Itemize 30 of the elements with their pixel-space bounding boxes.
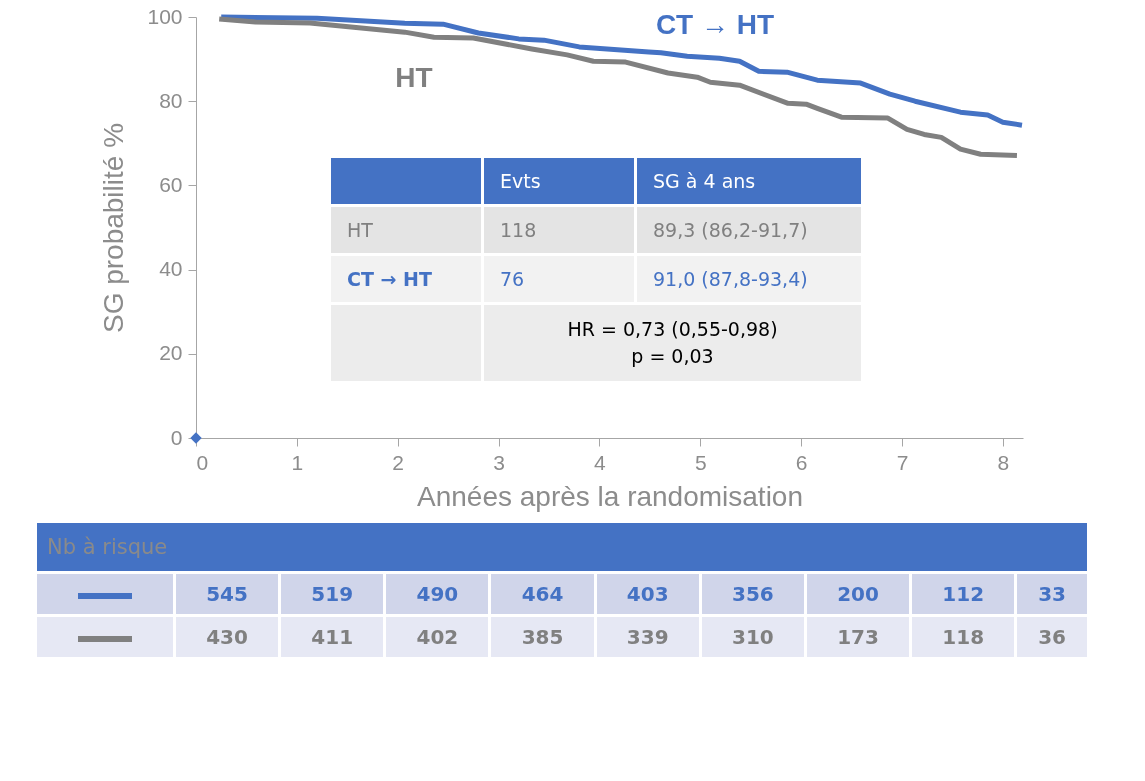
annotation: 76	[484, 256, 634, 302]
series-label: HT	[395, 62, 433, 94]
y-tick-label: 0	[170, 425, 183, 449]
x-tick-label: 6	[795, 450, 808, 474]
x-tick-label: 2	[392, 450, 405, 474]
x-tick-label: 5	[694, 450, 707, 474]
annotation: 118	[484, 207, 634, 253]
x-tick-label: 8	[997, 450, 1010, 474]
risk-table: Nb à risque 545 519 490 464 403 356 200 112 33 430 411 402 385 339 310 173 118 36	[34, 520, 1090, 660]
annotation: p = 0,03	[630, 344, 715, 369]
annotation: 89,3 (86,2-91,7)	[637, 207, 861, 253]
y-tick-label: 60	[159, 172, 183, 196]
y-axis-title: SG probabilité %	[98, 122, 130, 334]
annotation: CT → HT	[331, 256, 481, 302]
x-tick-label: 3	[493, 450, 505, 474]
x-tick-label: 1	[291, 450, 304, 474]
x-axis-title: Années après la randomisation	[416, 480, 804, 512]
annotation: 91,0 (87,8-93,4)	[637, 256, 861, 302]
x-tick-label: 4	[594, 450, 607, 474]
annotation: SG à 4 ans	[637, 158, 861, 204]
series-label: CT → HT	[655, 9, 775, 41]
annotation: Evts	[484, 158, 634, 204]
y-tick-label: 20	[159, 341, 183, 365]
annotation: HT	[331, 207, 481, 253]
y-tick-label: 100	[147, 4, 183, 28]
y-tick-label: 40	[159, 257, 183, 281]
y-tick-label: 80	[159, 88, 183, 112]
x-tick-label: 7	[896, 450, 909, 474]
annotation: HR = 0,73 (0,55-0,98)	[566, 317, 779, 343]
x-tick-label: 0	[196, 450, 209, 474]
